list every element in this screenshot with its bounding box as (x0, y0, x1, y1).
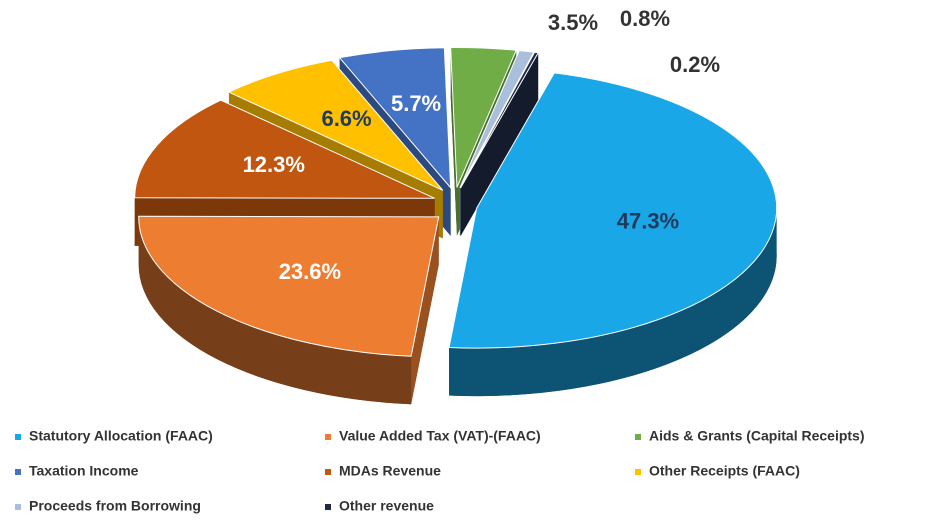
legend-swatch (15, 469, 21, 475)
data-label: 3.5% (548, 10, 598, 35)
legend-label: Other Receipts (FAAC) (649, 463, 800, 479)
slice (459, 50, 535, 189)
slice-side (460, 52, 539, 236)
data-label: 23.6% (279, 259, 341, 284)
slice (460, 51, 540, 189)
slice (134, 99, 435, 199)
legend-swatch (635, 469, 641, 475)
slice (450, 46, 517, 188)
legend-label: Other revenue (339, 498, 434, 514)
legend-swatch (325, 469, 331, 475)
slice (338, 47, 452, 190)
data-label: 0.8% (620, 6, 670, 31)
legend-label: Aids & Grants (Capital Receipts) (649, 428, 865, 444)
data-label: 12.3% (243, 152, 305, 177)
data-label: 5.7% (391, 91, 441, 116)
data-label: 6.6% (321, 106, 371, 131)
pie: 47.3% 23.6% 12.3% 6.6% 5.7% 3.5% 0.8%0.2% (134, 6, 778, 405)
legend-swatch (635, 434, 641, 440)
legend-label: MDAs Revenue (339, 463, 441, 479)
data-label: 47.3% (617, 209, 679, 234)
slice (448, 72, 778, 349)
legend-swatch (325, 504, 331, 510)
slice-side (450, 47, 457, 236)
slice (138, 215, 440, 357)
legend-swatch (15, 504, 21, 510)
legend-swatch (15, 434, 21, 440)
slice (227, 59, 444, 191)
legend-label: Proceeds from Borrowing (29, 498, 201, 514)
slice-side (449, 208, 777, 397)
legend-swatch (325, 434, 331, 440)
legend-label: Taxation Income (29, 463, 139, 479)
slice-side (138, 216, 412, 405)
legend-label: Value Added Tax (VAT)-(FAAC) (339, 428, 541, 444)
legend-label: Statutory Allocation (FAAC) (29, 428, 213, 444)
data-label: 0.2% (670, 52, 720, 77)
legend: Statutory Allocation (FAAC) Value Added T… (15, 428, 865, 514)
